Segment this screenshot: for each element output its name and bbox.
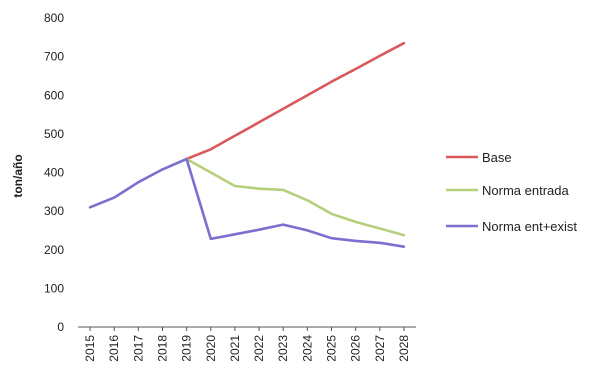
series-line-3 [88, 157, 406, 248]
y-axis-label: ton/año [11, 154, 25, 197]
legend: Base Norma entrada Norma ent+exist [446, 150, 577, 234]
y-tick-label: 100 [44, 281, 64, 295]
series-line-1 [185, 41, 406, 161]
series-line-2 [185, 157, 406, 237]
x-tick-label: 2016 [107, 335, 121, 362]
x-tick-label: 2019 [180, 335, 194, 362]
x-tick-label: 2023 [276, 335, 290, 362]
x-axis: 2015 2016 2017 2018 2019 2020 2021 2022 2023 2024… [78, 326, 416, 362]
x-tick-label: 2017 [131, 335, 145, 362]
y-axis: 0 100 200 300 400 500 600 700 800 [44, 11, 64, 334]
x-tick-label: 2020 [204, 335, 218, 362]
x-tick-label: 2022 [252, 335, 266, 362]
x-tick-label: 2024 [300, 335, 314, 362]
y-tick-label: 800 [44, 11, 64, 25]
y-tick-label: 0 [57, 320, 64, 334]
legend-label-2: Norma entrada [482, 183, 569, 198]
series-layer [88, 41, 406, 248]
x-tick-label: 2015 [83, 335, 97, 362]
legend-label-1: Base [482, 150, 512, 165]
y-tick-label: 200 [44, 243, 64, 257]
x-tick-label: 2021 [228, 335, 242, 362]
x-tick-label: 2028 [397, 335, 411, 362]
y-tick-label: 600 [44, 88, 64, 102]
y-tick-label: 400 [44, 166, 64, 180]
y-tick-label: 700 [44, 50, 64, 64]
x-tick-label: 2026 [349, 335, 363, 362]
x-tick-label: 2018 [156, 335, 170, 362]
legend-label-3: Norma ent+exist [482, 219, 577, 234]
y-tick-label: 300 [44, 204, 64, 218]
x-tick-label: 2027 [373, 335, 387, 362]
x-tick-label: 2025 [325, 335, 339, 362]
y-tick-label: 500 [44, 127, 64, 141]
